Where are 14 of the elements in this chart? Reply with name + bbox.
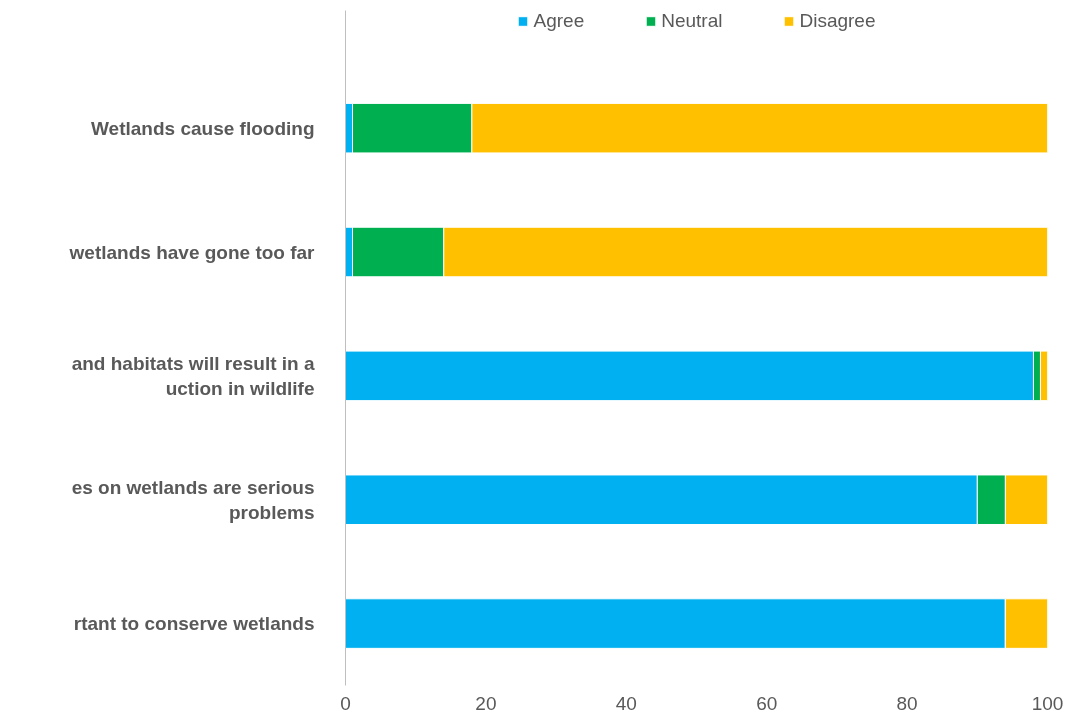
legend-label: Agree <box>533 10 585 32</box>
legend-label: Disagree <box>799 10 876 32</box>
x-tick-label: 40 <box>615 692 637 714</box>
y-tick-label: rtant to conserve wetlands <box>73 613 315 635</box>
x-tick-label: 60 <box>756 692 778 714</box>
x-tick-label: 20 <box>475 692 497 714</box>
legend-label: Neutral <box>661 10 723 32</box>
x-tick-label: 0 <box>340 692 351 714</box>
x-tick-label: 80 <box>896 692 918 714</box>
y-tick-label: and habitats will result in a uction in wildlife <box>71 352 315 399</box>
x-tick-label: 100 <box>1031 692 1064 714</box>
y-tick-label: wetlands have gone too far <box>68 241 316 263</box>
y-tick-label: Wetlands cause flooding <box>91 117 315 139</box>
y-tick-label: es on wetlands are serious problems <box>71 476 315 523</box>
